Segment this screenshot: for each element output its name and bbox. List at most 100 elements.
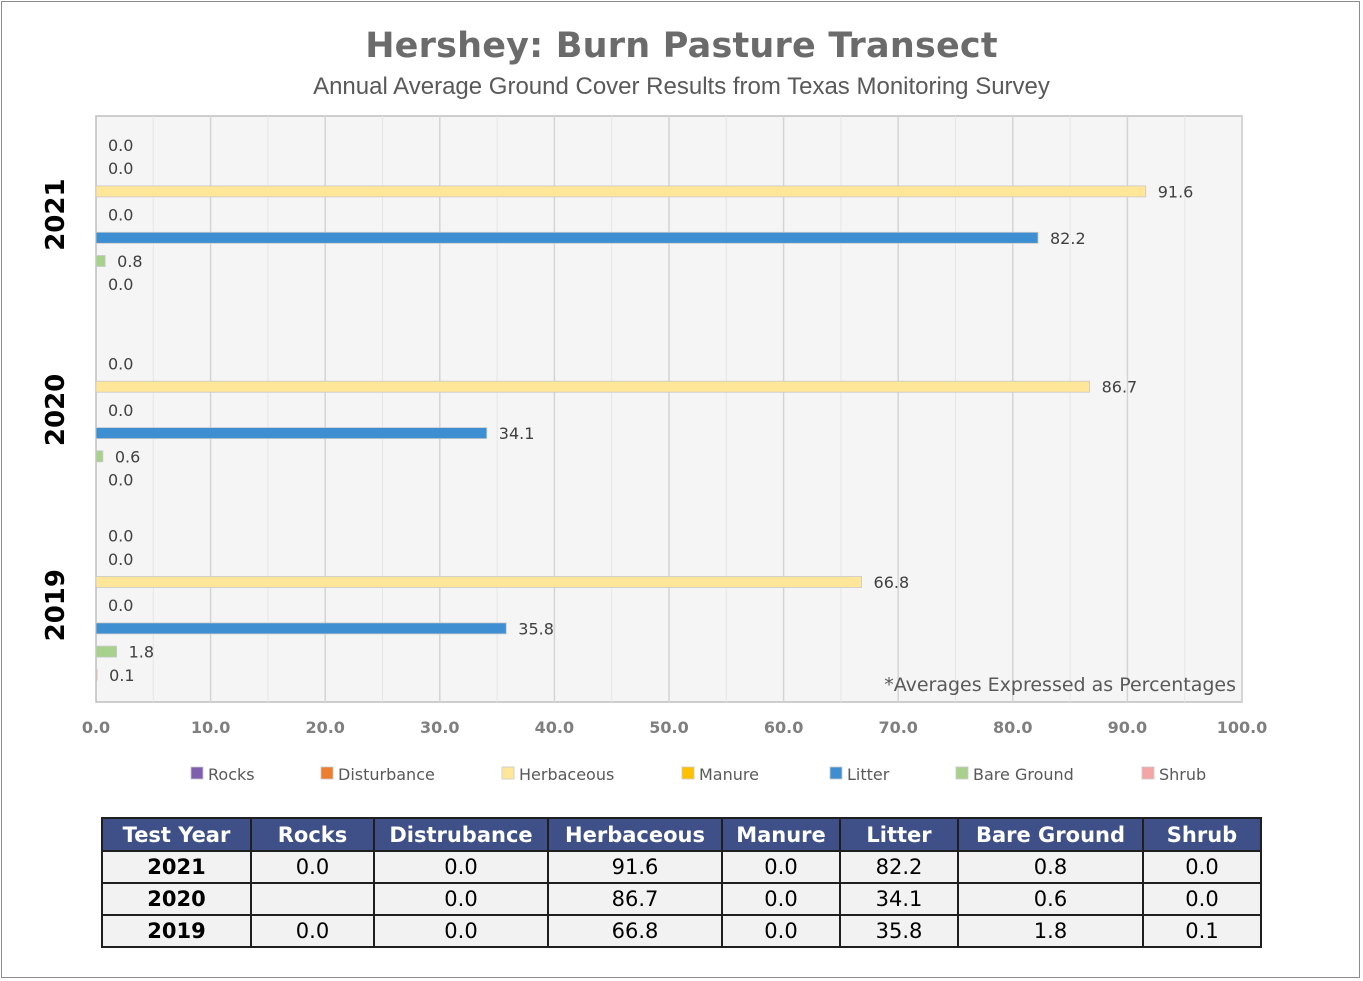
bar-herbaceous-2021 [95,185,1147,198]
x-tick-label: 30.0 [420,718,459,737]
table-cell: 1.8 [957,914,1144,948]
legend-swatch [501,766,515,780]
data-label: 0.0 [108,550,133,569]
legend-item-bare-ground: Bare Ground [955,765,1074,784]
x-axis-ticks: 0.0 10.0 20.0 30.0 40.0 50.0 60.0 70.0 80.0 90.0 1… [82,718,1267,737]
data-label: 0.0 [108,596,133,615]
legend-label: Litter [847,765,890,784]
table-row: 2019 0.0 0.0 66.8 0.0 35.8 1.8 0.1 [101,914,1262,948]
data-label: 66.8 [874,573,910,592]
legend-label: Shrub [1159,765,1206,784]
data-label: 35.8 [518,619,554,638]
legend-swatch [829,766,843,780]
x-tick-label: 80.0 [993,718,1032,737]
table-header-cell: Shrub [1142,817,1262,852]
table-cell: 0.0 [721,850,841,884]
table-cell: 0.0 [721,914,841,948]
table-row: 2020 0.0 86.7 0.0 34.1 0.6 0.0 [101,882,1262,916]
data-label: 0.0 [108,527,133,546]
legend-swatch [320,766,334,780]
table-cell: 66.8 [547,914,723,948]
table-cell: 0.0 [250,850,375,884]
table-cell: 0.0 [1142,850,1262,884]
x-tick-label: 60.0 [764,718,803,737]
table-cell: 0.0 [250,914,375,948]
data-label: 0.8 [117,252,142,271]
bar-litter-2019 [95,622,507,635]
table-header-cell: Test Year [101,817,252,852]
table-cell: 0.0 [373,882,549,916]
x-tick-label: 0.0 [82,718,110,737]
data-label: 0.0 [108,275,133,294]
table-row: 2021 0.0 0.0 91.6 0.0 82.2 0.8 0.0 [101,850,1262,884]
legend-label: Disturbance [338,765,435,784]
data-label: 0.0 [108,471,133,490]
data-label: 0.0 [108,355,133,374]
bar-bare-ground-2020 [95,450,104,463]
table-header-row: Test Year Rocks Distrubance Herbaceous Manur… [101,817,1262,852]
table-cell: 0.0 [373,914,549,948]
table-cell: 86.7 [547,882,723,916]
table-cell: 0.1 [1142,914,1262,948]
bars [95,185,1147,681]
table-cell: 0.8 [957,850,1144,884]
data-label: 91.6 [1158,182,1194,201]
legend-item-rocks: Rocks [190,765,255,784]
x-tick-label: 70.0 [878,718,917,737]
y-category-label: 2021 [41,178,71,250]
data-labels: 0.0 0.0 91.6 0.0 82.2 0.8 0.0 0.0 86.7 0.0 34.1 0.6… [108,136,1193,685]
legend-item-manure: Manure [681,765,759,784]
bar-bare-ground-2019 [95,645,118,658]
y-category-label: 2019 [41,569,71,641]
data-label: 0.1 [109,666,134,685]
table-cell [250,882,375,916]
table-cell: 82.2 [839,850,959,884]
data-label: 34.1 [499,424,535,443]
x-tick-label: 20.0 [305,718,344,737]
legend-label: Herbaceous [519,765,614,784]
bar-litter-2020 [95,427,488,440]
table-cell: 2019 [101,914,252,948]
bar-litter-2021 [95,231,1039,244]
table-header-cell: Litter [839,817,959,852]
legend-swatch [681,766,695,780]
table-cell: 91.6 [547,850,723,884]
chart-subtitle: Annual Average Ground Cover Results from… [313,73,1050,100]
table-cell: 2021 [101,850,252,884]
legend-item-herbaceous: Herbaceous [501,765,614,784]
legend-swatch [955,766,969,780]
x-tick-label: 90.0 [1108,718,1147,737]
legend-item-shrub: Shrub [1141,765,1206,784]
data-label: 0.0 [108,159,133,178]
bar-bare-ground-2021 [95,255,106,267]
table-header-cell: Distrubance [373,817,549,852]
table-cell: 0.0 [373,850,549,884]
table-cell: 0.0 [721,882,841,916]
table-header-cell: Rocks [250,817,375,852]
bar-chart: 0.0 0.0 91.6 0.0 82.2 0.8 0.0 0.0 86.7 0.0 34.1 0.6… [41,115,1267,784]
data-label: 86.7 [1102,378,1138,397]
data-label: 1.8 [129,643,154,662]
gridlines [152,116,1243,702]
table-header-cell: Manure [721,817,841,852]
table-cell: 0.6 [957,882,1144,916]
bar-herbaceous-2020 [95,380,1090,393]
x-tick-label: 50.0 [649,718,688,737]
data-table: Test Year Rocks Distrubance Herbaceous Manur… [101,817,1262,948]
table-cell: 34.1 [839,882,959,916]
legend-swatch [190,766,204,780]
chart-title: Hershey: Burn Pasture Transect [365,26,998,66]
data-label: 82.2 [1050,229,1086,248]
legend-label: Rocks [208,765,255,784]
chart-note: *Averages Expressed as Percentages [884,674,1236,696]
legend-label: Bare Ground [973,765,1074,784]
x-tick-label: 100.0 [1217,718,1268,737]
bar-herbaceous-2019 [95,576,862,588]
y-axis-labels: 2021 2020 2019 [41,178,71,641]
legend-swatch [1141,766,1155,780]
x-tick-label: 40.0 [535,718,574,737]
bar-shrub-2019 [95,668,98,681]
data-label: 0.0 [108,206,133,225]
legend: Rocks Disturbance Herbaceous Manure Litter Ba… [190,765,1206,784]
legend-item-litter: Litter [829,765,890,784]
